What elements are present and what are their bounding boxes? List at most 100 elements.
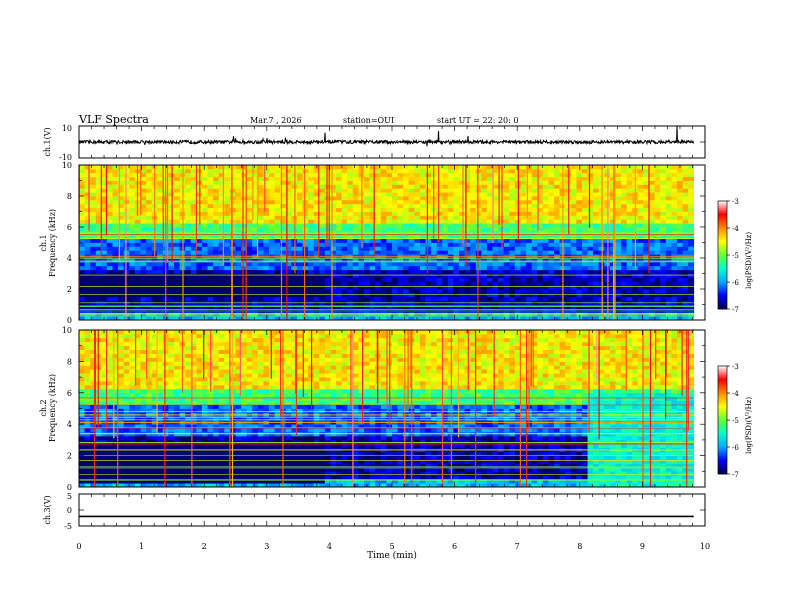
spectrogram-cell <box>263 234 270 240</box>
spectrogram-cell <box>526 188 533 193</box>
spectrogram-cell <box>257 234 264 240</box>
spectrogram-cell <box>604 196 611 201</box>
spectrogram-cell <box>609 289 616 294</box>
spectrogram-cell <box>626 227 633 232</box>
spectrogram-cell <box>464 180 471 185</box>
spectrogram-cell <box>118 219 125 224</box>
spectrogram-cell <box>414 285 421 290</box>
spectrogram-cell <box>330 296 337 302</box>
spectrogram-cell <box>442 269 449 274</box>
spectrogram-cell <box>677 273 683 278</box>
spectrogram-cell <box>459 203 465 209</box>
spectrogram-cell <box>425 285 432 290</box>
spectrogram-cell <box>481 261 488 267</box>
spectrogram-cell <box>302 223 309 228</box>
spectrogram-cell <box>291 316 298 321</box>
spectrogram-cell <box>660 176 667 181</box>
spectrogram-cell <box>453 184 460 189</box>
spectrogram-cell <box>90 207 97 212</box>
spectrogram-cell <box>84 357 91 362</box>
spectrogram-cell <box>654 238 661 243</box>
spectrogram-cell <box>609 188 616 193</box>
spectrogram-cell <box>531 192 538 197</box>
spectrogram-cell <box>364 199 370 205</box>
spectrogram-cell <box>408 203 415 209</box>
spectrogram-cell <box>330 258 337 263</box>
spectrogram-cell <box>246 227 253 232</box>
spectrogram-cell <box>123 277 130 282</box>
spectrogram-cell <box>213 199 220 205</box>
spectrogram-cell <box>654 219 661 224</box>
spectrogram-cell <box>688 199 695 205</box>
spectrogram-cell <box>235 250 242 255</box>
spectrogram-cell <box>682 296 689 302</box>
spectrogram-cell <box>453 261 460 267</box>
spectrogram-cell <box>112 308 119 313</box>
spectrogram-cell <box>414 184 421 189</box>
spectrogram-cell <box>336 192 343 197</box>
spectrogram-cell <box>626 192 633 197</box>
spectrogram-cell <box>101 168 108 174</box>
spectrogram-cell <box>425 196 432 201</box>
spectrogram-cell <box>257 172 264 178</box>
spectrogram-cell <box>548 273 555 278</box>
spectrogram-cell <box>174 273 180 278</box>
spectrogram-cell <box>542 219 549 224</box>
spectrogram-cell <box>241 238 248 243</box>
spectrogram-cell <box>397 242 404 247</box>
spectrogram-cell <box>84 388 91 394</box>
spectrogram-cell <box>626 203 633 209</box>
spectrogram-cell <box>330 227 337 232</box>
spectrogram-cell <box>481 192 488 197</box>
spectrogram-cell <box>84 285 91 290</box>
spectrogram-cell <box>464 207 471 212</box>
spectrogram-cell <box>537 277 544 282</box>
spectrogram-cell <box>654 227 661 232</box>
spectrogram-cell <box>537 165 544 170</box>
spectrogram-cell <box>654 207 661 212</box>
spectrogram-cell <box>358 246 365 251</box>
spectrogram-cell <box>123 196 130 201</box>
spectrogram-cell <box>106 238 113 243</box>
spectrogram-cell <box>425 207 432 212</box>
spectrogram-cell <box>419 172 426 178</box>
spectrogram-cell <box>280 192 287 197</box>
spectrogram-cell <box>470 165 477 170</box>
spectrogram-cell <box>419 265 426 271</box>
spectrogram-cell <box>90 316 97 321</box>
spectrogram-cell <box>302 196 309 201</box>
spectrogram-cell <box>386 261 393 267</box>
spectrogram-cell <box>654 258 661 263</box>
spectrogram-cell <box>682 176 689 181</box>
spectrogram-cell <box>201 258 208 263</box>
spectrogram-cell <box>218 234 225 240</box>
spectrogram-cell <box>347 211 354 216</box>
spectrogram-cell <box>453 176 460 181</box>
spectrogram-cell <box>531 207 538 212</box>
spectrogram-cell <box>112 296 119 302</box>
spectrogram-cell <box>358 261 365 267</box>
spectrogram-cell <box>509 250 516 255</box>
spectrogram-cell <box>95 234 102 240</box>
spectrogram-cell <box>280 296 287 302</box>
spectrogram-cell <box>280 227 287 232</box>
spectrogram-cell <box>408 312 415 317</box>
spectrogram-cell <box>269 292 275 298</box>
spectrogram-cell <box>593 277 600 282</box>
spectrogram-cell <box>621 196 628 201</box>
spectrogram-cell <box>95 316 102 321</box>
spectrogram-cell <box>201 192 208 197</box>
spectrogram-cell <box>129 199 136 205</box>
spectrogram-cell <box>442 285 449 290</box>
spectrogram-cell <box>682 281 689 286</box>
spectrogram-cell <box>487 265 493 271</box>
spectrogram-cell <box>392 281 398 286</box>
spectrogram-cell <box>118 180 125 185</box>
spectrogram-cell <box>554 308 560 313</box>
spectrogram-cell <box>453 316 460 321</box>
spectrogram-cell <box>470 265 477 271</box>
spectrogram-cell <box>213 261 220 267</box>
spectrogram-cell <box>269 168 275 174</box>
spectrogram-cell <box>285 281 292 286</box>
spectrogram-cell <box>123 273 130 278</box>
